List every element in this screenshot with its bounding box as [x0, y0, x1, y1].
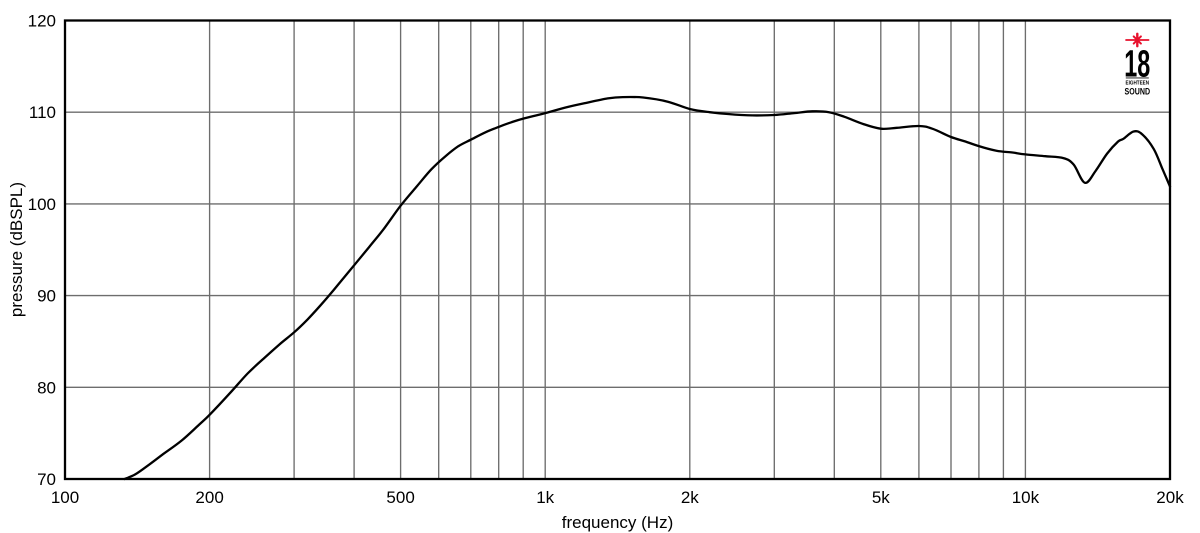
svg-text:500: 500	[386, 488, 414, 507]
svg-text:110: 110	[29, 103, 56, 122]
svg-text:pressure (dBSPL): pressure (dBSPL)	[7, 182, 26, 317]
svg-text:EIGHTEEN: EIGHTEEN	[1126, 81, 1150, 87]
svg-text:90: 90	[37, 287, 56, 306]
svg-text:80: 80	[37, 378, 56, 397]
svg-text:2k: 2k	[681, 488, 699, 507]
svg-text:frequency (Hz): frequency (Hz)	[562, 513, 673, 532]
svg-text:120: 120	[28, 12, 56, 31]
svg-text:100: 100	[51, 488, 79, 507]
svg-text:5k: 5k	[872, 488, 890, 507]
svg-text:100: 100	[28, 195, 56, 214]
svg-text:1k: 1k	[536, 488, 554, 507]
svg-text:70: 70	[37, 470, 56, 489]
svg-text:SOUND: SOUND	[1125, 86, 1151, 97]
svg-text:200: 200	[195, 488, 223, 507]
svg-text:18: 18	[1124, 43, 1150, 85]
svg-text:10k: 10k	[1012, 488, 1040, 507]
svg-text:20k: 20k	[1156, 488, 1184, 507]
